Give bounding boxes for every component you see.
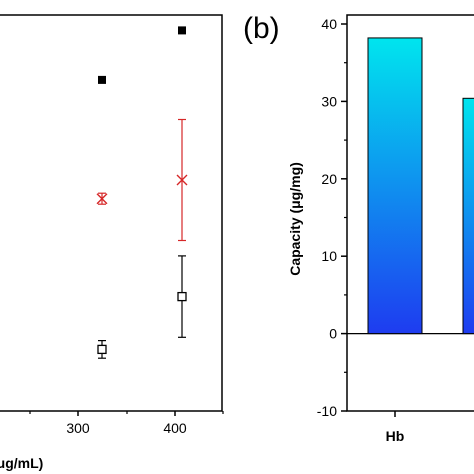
x-category-label: Hb xyxy=(386,428,405,444)
y-tick-label: 30 xyxy=(321,93,337,109)
panel-b-plot-frame xyxy=(346,14,474,412)
data-point xyxy=(98,75,106,84)
data-point xyxy=(97,344,107,355)
y-tick-label: 40 xyxy=(321,16,337,32)
panel-a-xtick-label: 300 xyxy=(66,420,90,436)
y-tick-label: 10 xyxy=(321,248,337,264)
y-tick-label: 0 xyxy=(329,326,337,342)
panel-a-xticks xyxy=(29,411,224,416)
panel-b-y-axis-title: Capacity (μg/mg) xyxy=(287,162,303,276)
y-tick-label: 20 xyxy=(321,171,337,187)
panel-a-xtick-label: 400 xyxy=(163,420,187,436)
data-point xyxy=(96,193,108,205)
panel-b-bars: HbI xyxy=(367,37,474,444)
panel-b-label: (b) xyxy=(243,12,280,45)
data-point xyxy=(176,174,188,186)
panel-a: 300 400 (μg/mL) xyxy=(0,14,224,471)
panel-a-marks xyxy=(96,26,188,359)
data-point xyxy=(178,26,186,35)
bar xyxy=(367,37,423,335)
data-point xyxy=(177,291,187,302)
panel-b: (b) -10 0 10 20 30 40 Capacity (μg/mg) HbI xyxy=(243,12,474,444)
panel-a-x-axis-title: (μg/mL) xyxy=(0,455,43,471)
bar xyxy=(462,97,474,335)
y-tick-label: -10 xyxy=(317,403,337,419)
panel-b-y-axis: -10 0 10 20 30 40 xyxy=(317,16,474,419)
panel-a-plot-frame xyxy=(0,14,223,412)
